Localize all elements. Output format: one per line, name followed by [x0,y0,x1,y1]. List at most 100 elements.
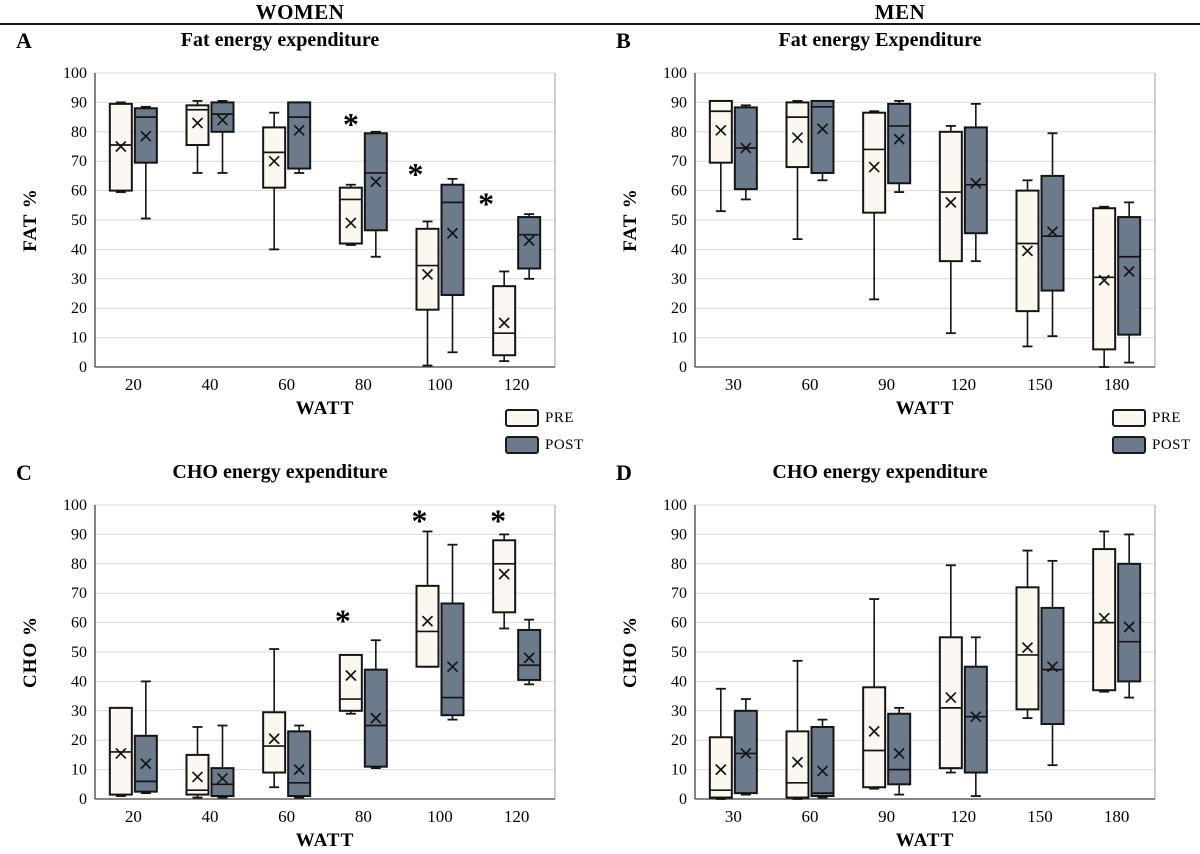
box-POST-60 [810,725,835,798]
mean-x-marker [421,615,434,627]
mean-x-marker [868,725,880,737]
mean-x-marker [791,756,804,768]
legend-post-label: POST [545,436,584,453]
significance-asterisk: * [408,156,424,192]
y-axis-label: CHO % [20,616,41,688]
svg-text:0: 0 [79,359,87,376]
boxplot-chart-d: 0 10 20 30 40 50 60 70 80 90 100 30 60 90 120 150 180 WAT… [620,497,1156,851]
mean-x-marker [868,161,880,173]
box-PRE-120 [492,285,517,357]
mean-x-marker [715,124,727,136]
mean-x-marker [816,765,829,777]
box-POST-90 [887,712,912,786]
mean-x-marker [140,130,152,142]
svg-text:180: 180 [1104,375,1130,394]
svg-text:70: 70 [671,153,687,170]
mean-x-marker [945,691,957,704]
svg-text:120: 120 [504,375,530,394]
svg-text:100: 100 [427,807,453,826]
y-tick-labels: 0 10 20 30 40 50 60 70 80 90 100 [63,65,87,376]
panel-title-c: CHO energy expenditure [172,461,388,483]
mean-x-marker [115,140,127,153]
boxplot-chart-c: 0 10 20 30 40 50 60 70 80 90 100 20 40 60 80 100 120 WATT… [20,497,556,851]
mean-x-marker [523,652,535,664]
box-PRE-60 [262,126,287,189]
box-PRE-30 [708,99,733,164]
mean-x-marker [1046,226,1059,238]
x-axis-label: WATT [296,398,355,419]
svg-text:40: 40 [71,673,87,690]
mean-x-marker [446,227,459,239]
gridlines [695,72,1156,367]
mean-x-marker [816,123,829,135]
significance-annotations: * * * [335,503,506,639]
mean-x-marker [191,771,204,783]
svg-text:20: 20 [71,300,87,317]
axes [694,505,1155,800]
x-axis-label: WATT [896,398,955,419]
legend-row-post: POST [1112,436,1200,454]
svg-text:90: 90 [671,94,687,111]
significance-asterisk: * [478,185,494,221]
box-PRE-60 [785,101,810,169]
svg-text:10: 10 [671,762,687,779]
svg-text:180: 180 [1104,807,1130,826]
panel-d: D CHO energy expenditure 0 10 20 30 40 50 60 70… [600,458,1200,854]
mean-x-marker [1123,265,1135,278]
svg-text:60: 60 [802,807,819,826]
svg-text:50: 50 [71,644,87,661]
box-PRE-80 [338,186,363,245]
significance-asterisk: * [490,503,506,539]
legend-post-swatch [505,436,539,454]
significance-asterisk: * [335,603,351,639]
svg-text:100: 100 [63,65,87,82]
mean-x-marker [191,117,204,129]
legend-row-pre: PRE [505,409,615,427]
mean-x-marker [293,763,305,776]
mean-x-marker [345,217,357,229]
mean-x-marker [1123,621,1135,633]
mean-x-marker [345,669,357,682]
svg-text:80: 80 [71,124,87,141]
svg-text:30: 30 [671,271,687,288]
svg-text:70: 70 [71,585,87,602]
y-axis-label: FAT % [620,188,641,252]
legend-row-post: POST [505,436,615,454]
svg-text:120: 120 [951,807,977,826]
svg-text:60: 60 [71,615,87,632]
box-PRE-90 [862,686,887,789]
series-PRE [708,99,1117,368]
mean-x-marker [740,142,752,154]
svg-text:90: 90 [878,375,895,394]
svg-text:150: 150 [1027,807,1053,826]
box-POST-40 [210,767,235,798]
mean-x-marker [945,196,957,208]
svg-text:0: 0 [79,791,87,808]
mean-x-marker [970,711,982,723]
box-POST-40 [210,101,235,133]
legend-men: PRE POST [1112,409,1200,464]
box-POST-60 [810,99,835,174]
men-header: MEN [874,0,926,24]
box-PRE-40 [185,753,210,796]
y-tick-labels: 0 10 20 30 40 50 60 70 80 90 100 [63,497,87,808]
series-PRE [708,530,1117,800]
box-POST-30 [733,709,758,795]
svg-text:50: 50 [671,212,687,229]
svg-text:10: 10 [71,330,87,347]
x-axis-label: WATT [896,830,955,851]
legend-post-swatch [1112,436,1146,454]
series-PRE [108,100,517,367]
mean-x-marker [140,758,152,770]
x-tick-labels: 30 60 90 120 150 180 [725,807,1130,826]
box-PRE-30 [708,736,733,799]
series-POST [733,533,1142,799]
x-tick-labels: 20 40 60 80 100 120 [125,375,530,394]
mean-x-marker [268,733,280,745]
mean-x-marker [1021,245,1034,257]
svg-text:60: 60 [278,807,295,826]
svg-text:80: 80 [355,375,372,394]
box-POST-120 [517,216,542,270]
panel-title-d: CHO energy expenditure [772,461,988,483]
